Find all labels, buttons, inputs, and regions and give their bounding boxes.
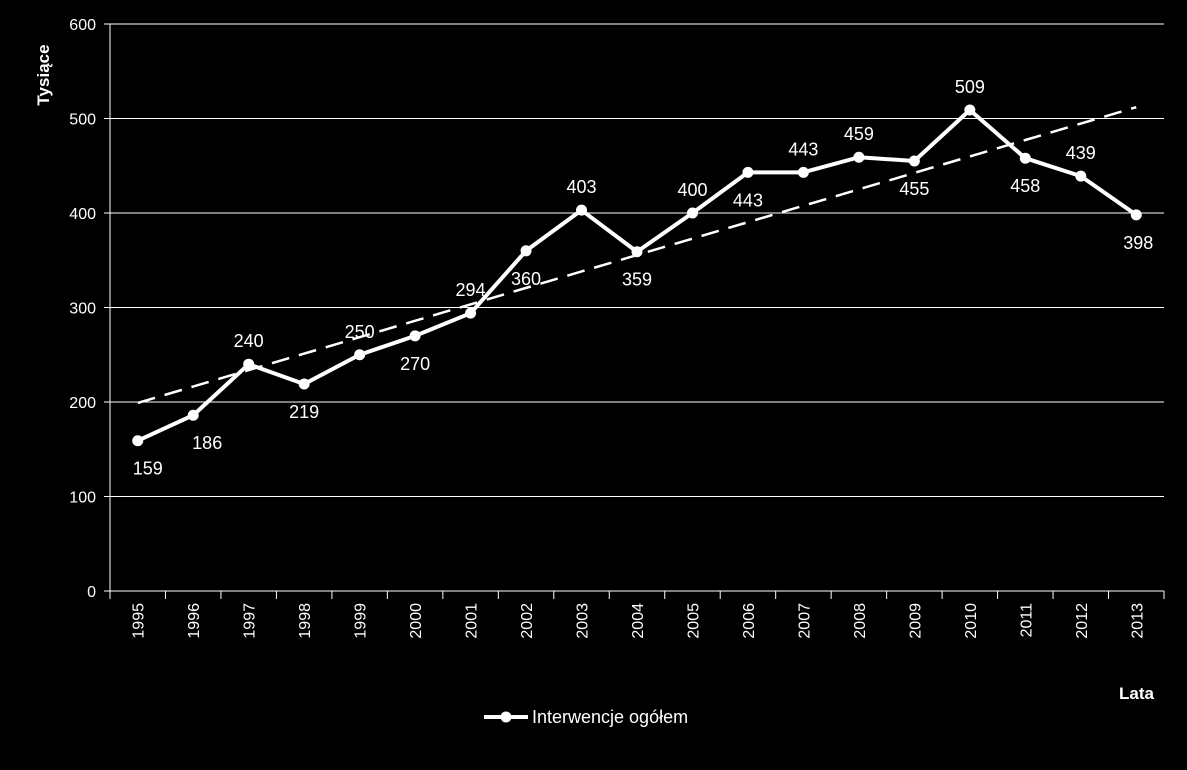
y-tick-label-0: 0 [87,584,96,601]
x-tick-label-2001: 2001 [464,603,481,639]
data-point-2005 [686,207,698,219]
x-tick-label-2011: 2011 [1018,603,1035,638]
x-tick-label-2003: 2003 [575,603,592,639]
data-point-2003 [576,204,588,216]
axes: 0 100 200 300 400 500 600 1995 1996 1997 1998 1999 2… [69,17,1165,639]
data-label-2010: 509 [955,77,985,97]
data-point-2013 [1130,209,1142,221]
y-tick-label-600: 600 [69,17,96,34]
data-label-2013: 398 [1123,233,1153,253]
x-tick-label-2007: 2007 [796,603,813,639]
data-label-2007: 443 [788,139,818,159]
x-tick-label-2000: 2000 [408,603,425,639]
data-point-2009 [908,155,920,167]
y-tick-label-100: 100 [69,490,96,507]
data-label-2000: 270 [400,354,430,374]
data-label-2008: 459 [844,124,874,144]
x-tick-label-1998: 1998 [297,603,314,639]
data-labels: 159 186 240 219 250 270 294 360 403 359 400 443 443 4… [133,77,1154,479]
y-tick-label-300: 300 [69,301,96,318]
x-axis-title: Lata [1119,684,1155,703]
data-label-1998: 219 [289,402,319,422]
x-tick-label-2002: 2002 [519,603,536,639]
data-label-2012: 439 [1066,143,1096,163]
y-axis-title: Tysiące [34,44,53,105]
grid-lines [110,23,1164,497]
y-tick-label-500: 500 [69,112,96,129]
x-tick-label-2005: 2005 [685,603,702,639]
x-tick-label-1997: 1997 [242,603,259,639]
data-label-2002: 360 [511,269,541,289]
data-label-2011: 458 [1010,176,1040,196]
x-tick-label-2012: 2012 [1074,603,1091,639]
data-label-2001: 294 [456,280,486,300]
data-point-2010 [964,104,976,116]
legend-circle-marker [500,711,512,723]
y-tick-label-200: 200 [69,395,96,412]
data-point-2012 [1075,170,1087,182]
data-label-1996: 186 [192,433,222,453]
legend: Interwencje ogółem [484,707,688,727]
data-label-2006: 443 [733,190,763,210]
data-point-2001 [465,307,477,319]
x-tick-label-1996: 1996 [186,603,203,639]
x-tick-label-2004: 2004 [630,603,647,639]
data-point-2002 [520,245,532,257]
y-tick-label-400: 400 [69,206,96,223]
x-tick-label-2010: 2010 [963,603,980,639]
data-point-1996 [187,409,199,421]
data-point-2006 [742,166,754,178]
data-label-2004: 359 [622,270,652,290]
x-tick-label-2006: 2006 [741,603,758,639]
x-tick-label-1999: 1999 [353,603,370,639]
data-point-1997 [243,358,255,370]
data-point-1995 [132,435,144,447]
data-point-1999 [354,349,366,361]
data-label-1995: 159 [133,459,163,479]
x-tick-label-2009: 2009 [907,603,924,639]
x-tick-label-2008: 2008 [852,603,869,639]
data-label-1997: 240 [234,331,264,351]
x-tick-label-2013: 2013 [1129,603,1146,639]
data-label-1999: 250 [345,322,375,342]
data-label-2005: 400 [677,180,707,200]
data-point-2007 [797,166,809,178]
x-tick-label-1995: 1995 [131,603,148,639]
data-point-2008 [853,151,865,163]
data-point-1998 [298,378,310,390]
data-label-2009: 455 [899,179,929,199]
data-point-2004 [631,246,643,258]
data-point-2000 [409,330,421,342]
data-label-2003: 403 [567,177,597,197]
data-point-2011 [1019,152,1031,164]
series-group [132,104,1142,447]
legend-label: Interwencje ogółem [532,707,688,727]
